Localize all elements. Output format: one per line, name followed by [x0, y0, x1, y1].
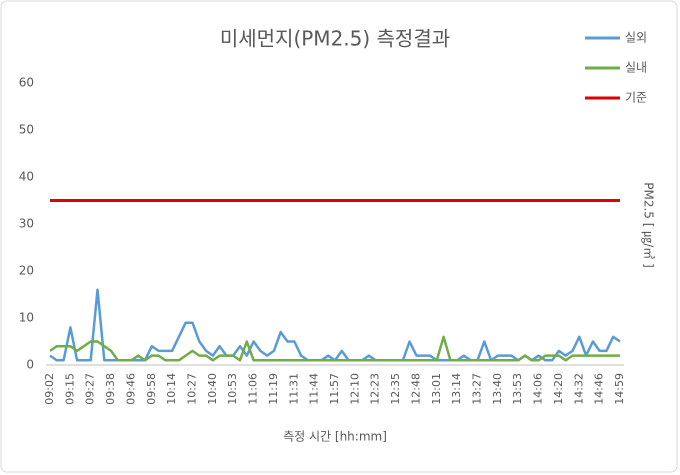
chart-title: 미세먼지(PM2.5) 측정결과 [220, 27, 450, 51]
x-tick-label: 10:53 [226, 373, 239, 405]
y-tick-label: 10 [19, 311, 34, 325]
y-axis-label: PM2.5 [ ㎍/㎥ ] [642, 182, 656, 268]
legend-label: 기준 [625, 91, 647, 105]
y-tick-label: 50 [19, 123, 34, 137]
x-axis-label: 측정 시간 [hh:mm] [283, 430, 387, 444]
x-tick-label: 12:10 [348, 373, 361, 405]
x-tick-label: 10:27 [186, 373, 199, 405]
x-tick-label: 13:14 [450, 373, 463, 405]
x-tick-label: 09:27 [84, 373, 97, 405]
x-tick-label: 13:01 [430, 373, 443, 405]
x-tick-label: 09:58 [145, 373, 158, 405]
x-tick-label: 09:02 [43, 373, 56, 405]
x-tick-label: 11:44 [308, 373, 321, 405]
x-tick-label: 09:46 [124, 373, 137, 405]
x-tick-label: 11:06 [247, 373, 260, 405]
x-tick-label: 12:35 [389, 373, 402, 405]
x-tick-label: 11:31 [287, 373, 300, 405]
x-tick-label: 09:15 [63, 373, 76, 405]
x-tick-label: 14:20 [552, 373, 565, 405]
x-tick-label: 14:59 [613, 373, 626, 405]
x-tick-label: 14:46 [593, 373, 606, 405]
legend-label: 실내 [625, 61, 647, 75]
x-tick-label: 13:40 [491, 373, 504, 405]
legend-label: 실외 [625, 31, 647, 45]
y-tick-label: 40 [19, 170, 34, 184]
x-tick-label: 13:53 [511, 373, 524, 405]
x-tick-label: 10:14 [165, 373, 178, 405]
x-tick-label: 11:57 [328, 373, 341, 405]
x-tick-label: 14:32 [572, 373, 585, 405]
y-tick-label: 20 [19, 264, 34, 278]
x-tick-label: 12:48 [409, 373, 422, 405]
y-tick-label: 0 [26, 358, 34, 372]
x-tick-label: 09:38 [104, 373, 117, 405]
x-tick-label: 12:23 [369, 373, 382, 405]
x-tick-label: 10:40 [206, 373, 219, 405]
x-tick-label: 13:27 [471, 373, 484, 405]
series-line [49, 335, 620, 362]
y-tick-label: 60 [19, 76, 34, 90]
x-tick-label: 11:19 [267, 373, 280, 405]
y-tick-label: 30 [19, 217, 34, 231]
x-tick-label: 14:06 [532, 373, 545, 405]
